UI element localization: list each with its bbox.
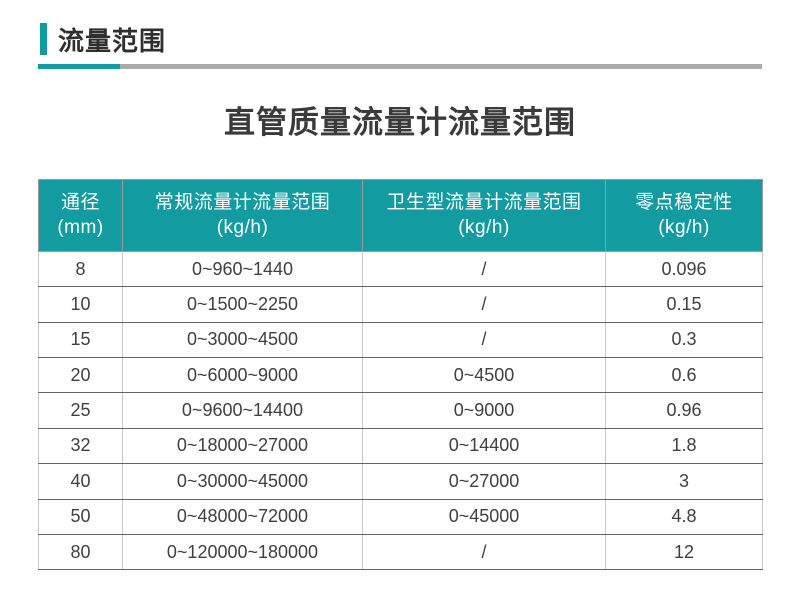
table-cell: 80 <box>38 533 123 571</box>
table-cell: 25 <box>38 392 123 429</box>
table-row: 15 0~3000~4500/0.3 <box>38 321 763 359</box>
table-cell: 0~9000 <box>362 392 606 429</box>
table-cell: 0~4500 <box>362 357 606 394</box>
table-cell: 0~120000~180000 <box>122 533 363 571</box>
table-cell: 4.8 <box>605 498 763 535</box>
table-cell: 0~3000~4500 <box>122 321 363 359</box>
table-cell: 1.8 <box>605 427 763 465</box>
column-header-zero-stability: 零点稳定性 (kg/h) <box>605 178 763 252</box>
table-cell: 0.096 <box>605 250 763 288</box>
table-row: 8 0~960~1440/0.096 <box>38 250 763 288</box>
table-cell: 0.6 <box>605 357 763 394</box>
table-row: 80 0~120000~180000/12 <box>38 533 763 571</box>
table-cell: 0.15 <box>605 286 763 323</box>
table-row: 50 0~48000~72000 0~45000 4.8 <box>38 498 763 535</box>
table-cell: 0~18000~27000 <box>122 427 363 465</box>
column-label: 零点稳定性 <box>635 191 733 213</box>
table-cell: 20 <box>38 357 123 394</box>
column-unit: (kg/h) <box>658 217 710 239</box>
section-divider <box>38 64 762 69</box>
divider-accent-segment <box>38 64 120 69</box>
table-cell: 0~1500~2250 <box>122 286 363 323</box>
table-title: 直管质量流量计流量范围 <box>224 105 576 140</box>
table-cell: 0.96 <box>605 392 763 429</box>
table-row: 10 0~1500~2250/0.15 <box>38 286 763 323</box>
table-cell: 0~48000~72000 <box>122 498 363 535</box>
table-cell: 0~6000~9000 <box>122 357 363 394</box>
table-cell: 0~30000~45000 <box>122 463 363 500</box>
section-header: 流量范围 <box>40 22 800 56</box>
column-header-standard-range: 常规流量计流量范围 (kg/h) <box>122 178 363 252</box>
table-cell: 0~14400 <box>362 427 606 465</box>
table-row: 32 0~18000~27000 0~14400 1.8 <box>38 427 763 465</box>
table-row: 25 0~9600~14400 0~9000 0.96 <box>38 392 763 429</box>
table-cell: / <box>362 533 606 571</box>
table-cell: 12 <box>605 533 763 571</box>
column-header-diameter: 通径 (mm) <box>38 178 123 252</box>
table-cell: / <box>362 286 606 323</box>
column-label: 通径 <box>60 191 100 213</box>
table-row: 20 0~6000~9000 0~4500 0.6 <box>38 357 763 394</box>
table-cell: 0~9600~14400 <box>122 392 363 429</box>
table-cell: / <box>362 321 606 359</box>
column-label: 卫生型流量计流量范围 <box>386 191 582 213</box>
column-unit: (mm) <box>57 217 104 239</box>
accent-bar-icon <box>40 23 47 55</box>
table-cell: 0.3 <box>605 321 763 359</box>
table-cell: 0~45000 <box>362 498 606 535</box>
section-title: 流量范围 <box>58 25 167 56</box>
column-label: 常规流量计流量范围 <box>154 191 331 213</box>
table-row: 40 0~30000~45000 0~27000 3 <box>38 463 763 500</box>
column-unit: (kg/h) <box>458 217 510 239</box>
table-cell: 0~960~1440 <box>122 250 363 288</box>
table-cell: 15 <box>38 321 123 359</box>
table-cell: 40 <box>38 463 123 500</box>
table-cell: 10 <box>38 286 123 323</box>
table-cell: 3 <box>605 463 763 500</box>
table-cell: 50 <box>38 498 123 535</box>
table-cell: 8 <box>38 250 123 288</box>
table-cell: / <box>362 250 606 288</box>
table-cell: 32 <box>38 427 123 465</box>
table-header-row: 通径 (mm) 常规流量计流量范围 (kg/h) 卫生型流量计流量范围 (kg/… <box>38 178 763 252</box>
table-body: 8 0~960~1440/0.096 10 0~1500~2250/0.15 15 0~3… <box>38 250 763 571</box>
table-cell: 0~27000 <box>362 463 606 500</box>
column-unit: (kg/h) <box>216 217 269 239</box>
flow-range-table: 通径 (mm) 常规流量计流量范围 (kg/h) 卫生型流量计流量范围 (kg/… <box>38 178 763 571</box>
column-header-sanitary-range: 卫生型流量计流量范围 (kg/h) <box>362 178 606 252</box>
